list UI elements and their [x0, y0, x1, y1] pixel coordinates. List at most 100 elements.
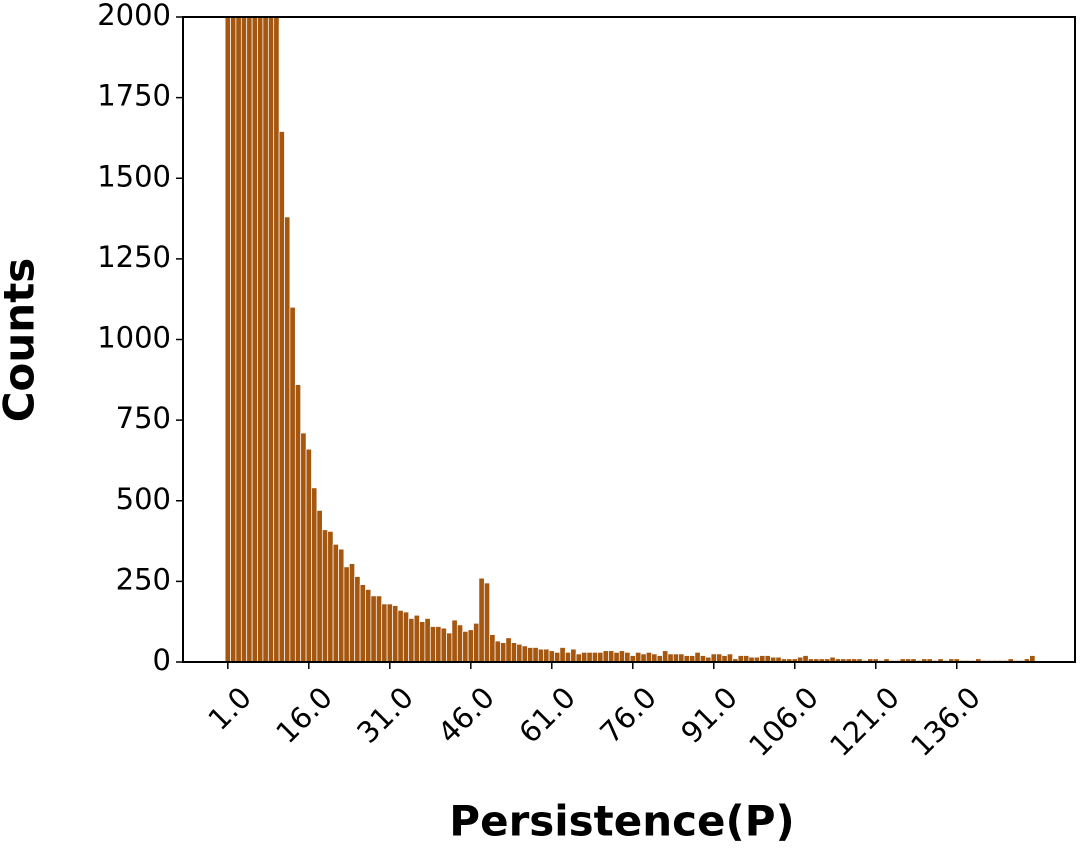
bar [559, 647, 566, 663]
y-tick-label: 1250 [97, 240, 171, 274]
bar [645, 651, 653, 663]
x-tick-label: 76.0 [593, 680, 663, 750]
bar [289, 306, 296, 663]
bar [370, 595, 377, 663]
y-tick-label: 250 [116, 562, 171, 596]
bar [678, 653, 685, 663]
bar [440, 627, 447, 663]
bar [456, 624, 464, 663]
x-tick-label: 91.0 [674, 680, 744, 750]
bar [662, 650, 669, 663]
bar [667, 653, 674, 663]
bar [424, 618, 431, 663]
bar [462, 631, 469, 663]
x-tick-label: 61.0 [512, 680, 582, 750]
bar [478, 577, 485, 663]
bar [408, 618, 415, 663]
bar [413, 614, 420, 663]
bar [354, 576, 361, 663]
bar [240, 16, 248, 663]
bar [635, 651, 642, 663]
bar [597, 651, 604, 663]
bar [516, 643, 523, 663]
bar [672, 653, 680, 663]
y-tick-label: 0 [153, 643, 171, 677]
bar [300, 432, 307, 663]
bar [640, 653, 647, 663]
x-tick-label: 1.0 [201, 680, 258, 737]
bar [521, 645, 528, 663]
bar [537, 648, 545, 663]
bar [321, 529, 329, 663]
y-axis-label: Counts [0, 258, 44, 423]
bar [494, 640, 501, 663]
x-tick-label: 31.0 [350, 680, 420, 750]
bar [429, 626, 437, 663]
bar [586, 651, 593, 663]
bar [505, 637, 512, 663]
bar [338, 548, 345, 663]
bar [710, 653, 717, 663]
bar [543, 648, 550, 663]
bar [570, 648, 577, 663]
bar [602, 650, 609, 663]
bars [224, 16, 1036, 663]
bar [435, 626, 442, 663]
bar [311, 487, 318, 663]
bar [483, 582, 491, 663]
bar [624, 651, 631, 663]
bar [527, 647, 534, 663]
bar [392, 605, 399, 663]
bar [230, 16, 237, 663]
bar [397, 610, 404, 663]
bar [278, 131, 285, 663]
bar [402, 611, 410, 663]
bar [446, 632, 453, 663]
bar [332, 543, 339, 663]
x-tick-label: 106.0 [742, 680, 825, 763]
x-axis-label: Persistence(P) [449, 797, 794, 846]
bar [235, 16, 242, 663]
bar [419, 621, 426, 663]
bar [467, 629, 474, 663]
bar [262, 16, 269, 663]
bar [327, 531, 334, 663]
x-tick-label: 136.0 [904, 680, 987, 763]
bar [532, 647, 539, 663]
bar [716, 653, 723, 663]
bar [564, 651, 572, 663]
bar [489, 634, 496, 663]
bar [726, 653, 734, 663]
bar [267, 16, 275, 663]
bar [359, 584, 366, 663]
x-tick-label: 121.0 [823, 680, 906, 763]
bar [381, 603, 388, 663]
bar [581, 651, 588, 663]
y-tick-label: 1500 [97, 159, 171, 193]
bar [613, 651, 620, 663]
bar [500, 642, 507, 663]
y-tick-label: 1000 [97, 321, 171, 355]
y-tick-label: 1750 [97, 79, 171, 113]
bar [375, 595, 383, 663]
bar [451, 619, 458, 663]
bar [343, 566, 350, 663]
bar [575, 653, 582, 663]
bar [273, 16, 280, 663]
bar [224, 16, 231, 663]
bar [348, 563, 356, 663]
x-tick-label: 16.0 [269, 680, 339, 750]
bar [618, 650, 626, 663]
bar [305, 448, 312, 663]
bar [608, 650, 615, 663]
y-tick-label: 2000 [97, 0, 171, 32]
bar [591, 651, 599, 663]
y-tick-label: 500 [116, 482, 171, 516]
bar [257, 16, 264, 663]
bar [473, 622, 480, 663]
bar [510, 642, 518, 663]
bar [386, 603, 393, 663]
bar [694, 651, 701, 663]
bar [294, 384, 302, 663]
